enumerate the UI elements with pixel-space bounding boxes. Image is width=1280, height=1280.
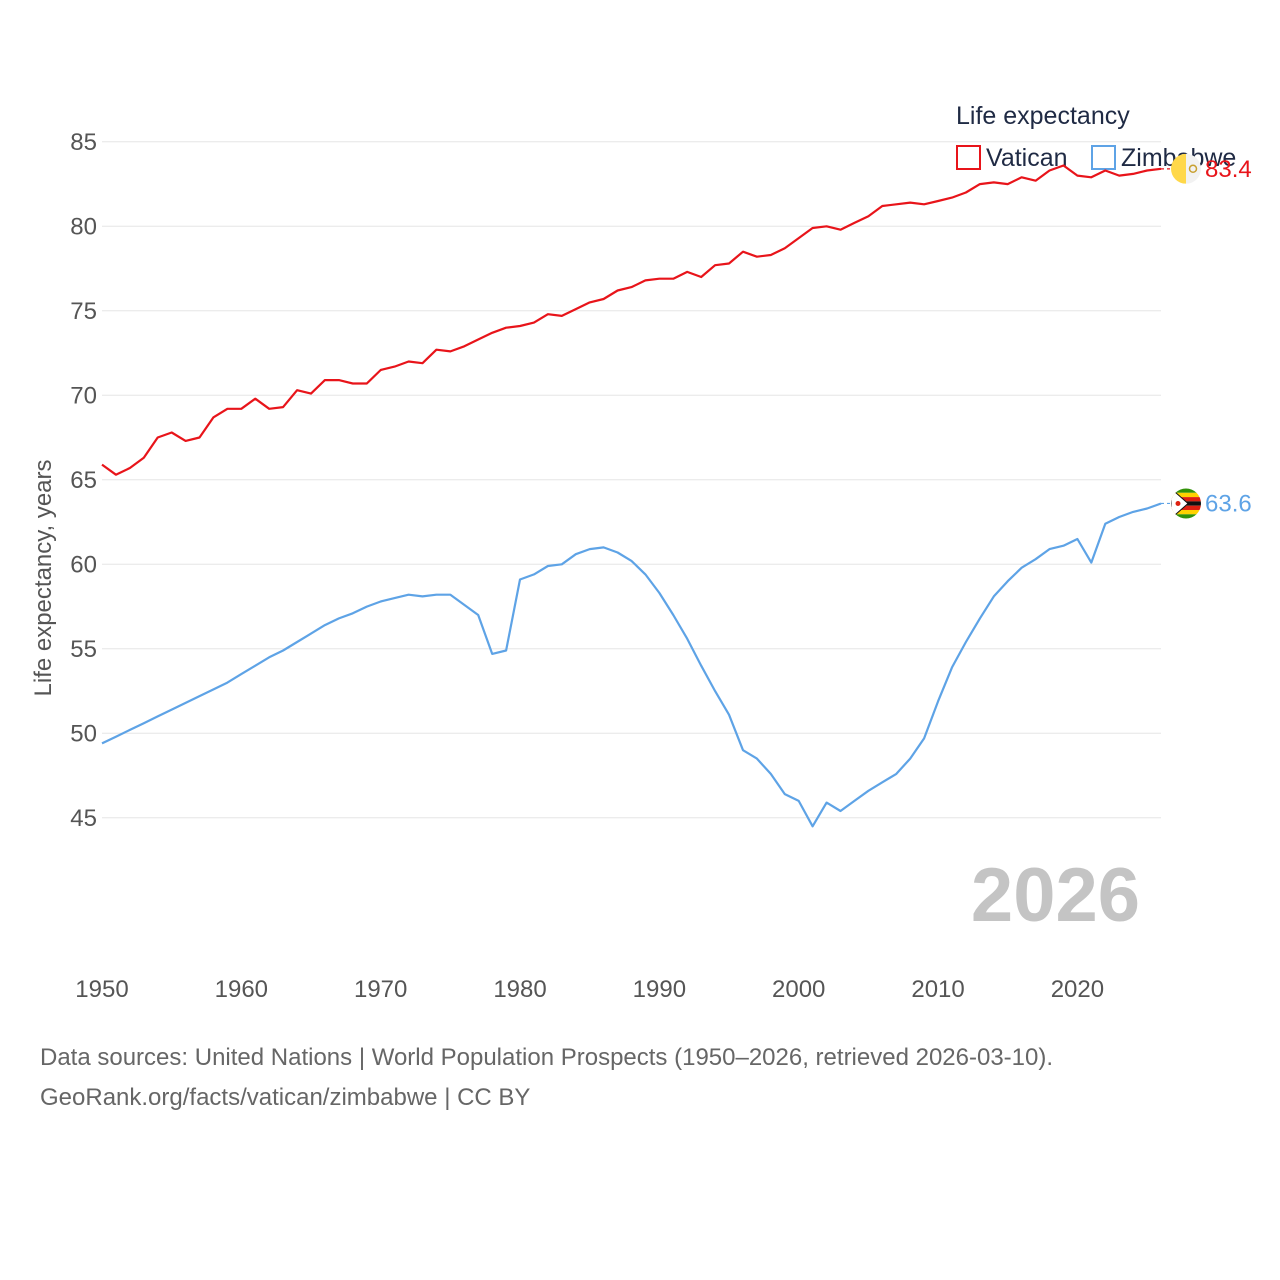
x-axis-ticks: 1950 1960 1970 1980 1990 2000 2010 2020 xyxy=(75,976,1104,1003)
series-line-zimbabwe[interactable] xyxy=(101,502,1162,828)
y-tick-label: 55 xyxy=(70,636,97,663)
y-axis-ticks: 45 50 55 60 65 70 75 80 85 xyxy=(70,129,97,832)
legend-swatch-zimbabwe[interactable] xyxy=(1091,145,1116,170)
y-tick-label: 75 xyxy=(70,298,97,325)
x-tick-label: 1980 xyxy=(493,976,546,1003)
data-source-note: Data sources: United Nations | World Pop… xyxy=(40,1044,1054,1071)
y-axis-label: Life expectancy, years xyxy=(30,459,57,696)
zimbabwe-end-value: 63.6 xyxy=(1205,491,1252,518)
x-tick-label: 1970 xyxy=(354,976,407,1003)
x-tick-label: 1990 xyxy=(633,976,686,1003)
y-tick-label: 45 xyxy=(70,805,97,832)
zimbabwe-flag-icon xyxy=(1171,488,1201,519)
series-line-vatican[interactable] xyxy=(101,164,1162,476)
credit-link[interactable]: GeoRank.org/facts/vatican/zimbabwe | CC … xyxy=(40,1084,531,1111)
x-tick-label: 2000 xyxy=(772,976,825,1003)
y-tick-label: 70 xyxy=(70,382,97,409)
y-tick-label: 60 xyxy=(70,551,97,578)
x-tick-label: 1950 xyxy=(75,976,128,1003)
x-tick-label: 1960 xyxy=(215,976,268,1003)
y-tick-label: 85 xyxy=(70,129,97,156)
series-lines xyxy=(101,164,1172,828)
y-tick-label: 80 xyxy=(70,213,97,240)
y-tick-label: 65 xyxy=(70,467,97,494)
year-watermark: 2026 xyxy=(971,853,1140,938)
legend-label-vatican[interactable]: Vatican xyxy=(986,144,1068,172)
life-expectancy-chart: Life expectancy Vatican Zimbabwe 4550556… xyxy=(30,102,1252,1003)
legend-swatch-vatican[interactable] xyxy=(956,145,981,170)
gridlines xyxy=(102,141,1161,819)
x-tick-label: 2020 xyxy=(1051,976,1104,1003)
vatican-flag-icon xyxy=(1171,153,1201,184)
x-tick-label: 2010 xyxy=(911,976,964,1003)
legend-title: Life expectancy xyxy=(956,102,1130,130)
y-tick-label: 50 xyxy=(70,720,97,747)
vatican-end-value: 83.4 xyxy=(1205,156,1252,183)
